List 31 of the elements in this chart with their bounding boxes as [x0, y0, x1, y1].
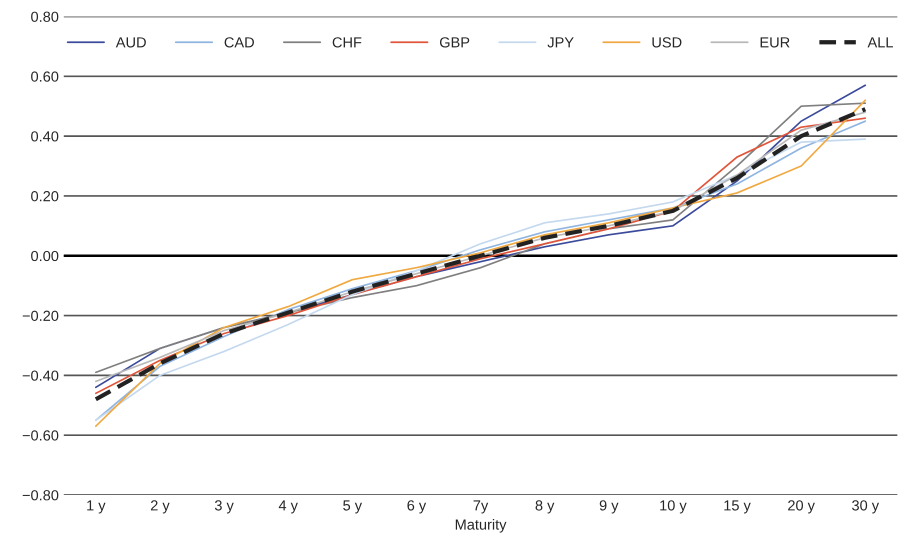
y-tick-label: −0.60 [22, 430, 58, 441]
legend-label: CHF [332, 37, 362, 48]
legend-label: ALL [868, 37, 893, 48]
legend-label: USD [652, 37, 682, 48]
x-tick-label: 7y [474, 500, 488, 514]
x-tick-label: 15 y [724, 500, 751, 514]
y-tick-label: −0.80 [22, 490, 58, 500]
x-tick-label: 8 y [536, 500, 554, 514]
y-tick-label: 0.40 [31, 131, 58, 142]
x-tick-label: 4 y [278, 500, 298, 514]
y-tick-label: 0.80 [31, 12, 58, 22]
x-tick-label: 30 y [852, 500, 880, 514]
y-tick-label: 0.00 [31, 250, 58, 262]
x-tick-label: 20 y [788, 500, 815, 514]
legend-label: GBP [440, 37, 470, 48]
y-tick-label: −0.40 [22, 370, 58, 381]
x-tick-label: 5 y [343, 500, 362, 514]
y-tick-label: 0.60 [31, 71, 58, 82]
y-tick-label: 0.20 [31, 191, 58, 202]
x-tick-label: 1 y [87, 500, 106, 514]
x-tick-label: 9 y [600, 500, 618, 514]
x-tick-label: 3 y [214, 500, 234, 514]
x-tick-label: 6 y [407, 500, 426, 514]
x-tick-label: 2 y [150, 500, 170, 514]
legend-label: JPY [548, 37, 574, 48]
y-tick-label: −0.20 [22, 310, 58, 321]
legend-label: EUR [760, 37, 790, 48]
legend-label: CAD [224, 37, 254, 48]
x-axis-title: Maturity [456, 519, 506, 533]
legend-label: AUD [116, 37, 146, 48]
x-tick-label: 10 y [660, 500, 687, 514]
